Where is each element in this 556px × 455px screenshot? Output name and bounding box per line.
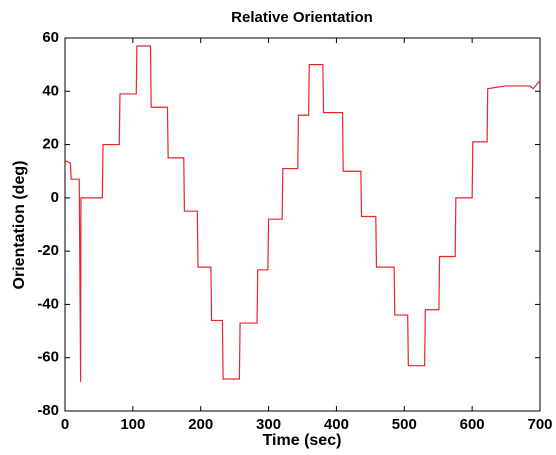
data-line [64,45,541,382]
x-tick-label: 0 [61,416,69,433]
plot-frame [64,37,541,412]
y-tick-label: -80 [37,402,59,419]
y-tick-label: -60 [37,349,59,366]
y-tick-label: 40 [42,82,59,99]
y-tick-label: 20 [42,136,59,153]
x-tick-label: 100 [120,416,145,433]
y-tick-label: -20 [37,242,59,259]
x-tick-label: 200 [188,416,213,433]
y-tick-label: 0 [51,189,59,206]
y-tick-label: -40 [37,295,59,312]
x-tick-label: 700 [527,416,552,433]
y-axis-label: Orientation (deg) [11,161,28,290]
x-axis-label: Time (sec) [263,432,342,449]
x-tick-label: 600 [460,416,485,433]
y-tick-label: 60 [42,29,59,46]
x-tick-label: 300 [256,416,281,433]
chart-title: Relative Orientation [231,9,373,26]
x-tick-label: 500 [392,416,417,433]
x-tick-label: 400 [324,416,349,433]
